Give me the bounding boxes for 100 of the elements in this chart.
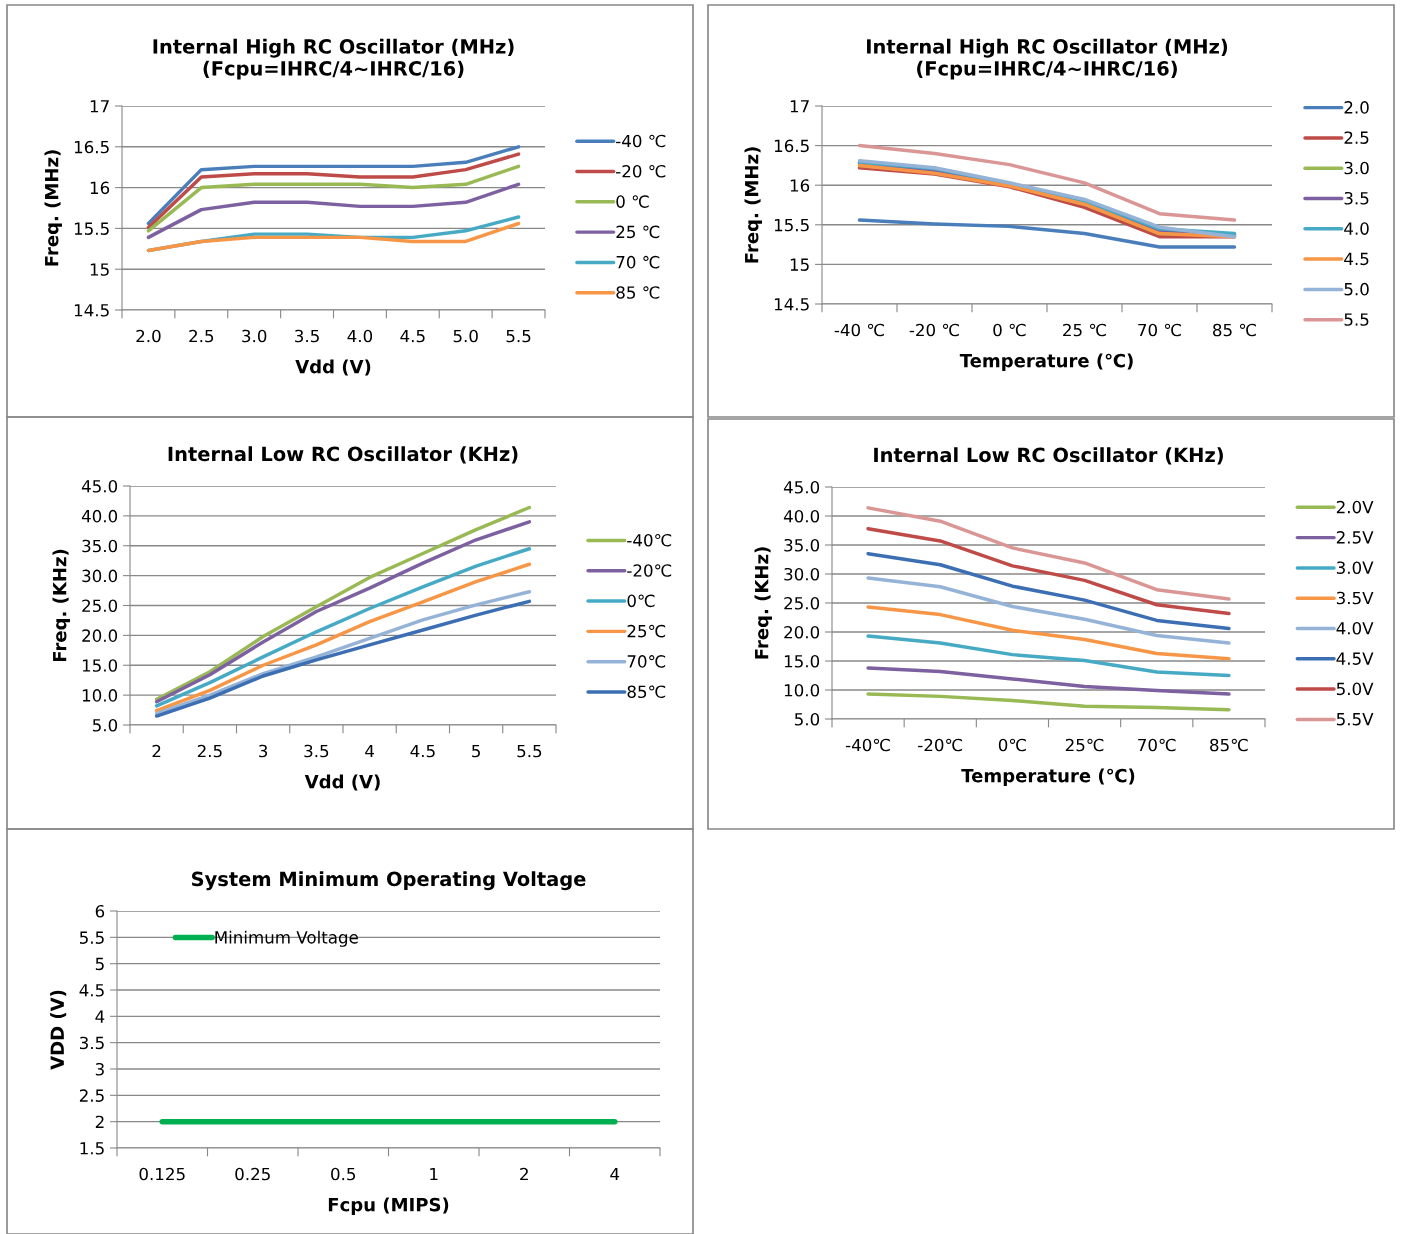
y-axis-title: Freq. (KHz) [754, 547, 772, 659]
x-tick-label: 25℃ [1065, 738, 1104, 752]
x-tick-label: 0.25 [235, 1167, 270, 1181]
x-tick-label: 0 ℃ [993, 323, 1026, 337]
line-series [866, 527, 1231, 616]
legend-label: Minimum Voltage [215, 930, 358, 947]
x-tick-label: -20℃ [918, 738, 963, 752]
y-axis-title: Freq. (KHz) [52, 549, 70, 662]
x-tick-label: -20 ℃ [909, 323, 959, 337]
line-series [866, 506, 1231, 601]
y-tick-label: 25.0 [82, 599, 118, 613]
y-tick-label: 4.5 [79, 984, 104, 997]
x-tick-label: -40℃ [845, 738, 890, 752]
x-tick-label: 1 [430, 1167, 438, 1181]
y-tick-label: 15.5 [74, 222, 109, 235]
line-series [857, 218, 1237, 249]
legend-label: 2.5 [1344, 131, 1369, 144]
legend-label: 5.5 [1344, 313, 1369, 326]
line-series [866, 576, 1231, 645]
x-axis-title: Vdd (V) [295, 359, 371, 376]
legend-label: 3.0 [1344, 161, 1369, 175]
y-tick-label: 16 [90, 181, 110, 195]
line-series [866, 551, 1231, 631]
legend-label: 2.5V [1336, 531, 1374, 544]
y-tick-label: 3 [95, 1062, 104, 1076]
legend-label: 3.5 [1344, 191, 1369, 205]
y-tick-label: 25.0 [784, 596, 820, 610]
x-tick-label: 3.5 [295, 329, 319, 343]
chart-title: Internal High RC Oscillator (MHz) (Fcpu=IHRC/4~IHRC/16) [153, 38, 514, 80]
legend-label: 0℃ [627, 594, 655, 608]
x-tick-label: 5 [472, 744, 480, 758]
legend-label: 5.0 [1344, 282, 1369, 296]
x-tick-label: 2.5 [189, 329, 214, 343]
legend-label: 5.5V [1336, 713, 1374, 726]
x-tick-label: 85℃ [1210, 738, 1248, 752]
legend-label: 25℃ [627, 624, 666, 638]
y-tick-label: 2 [95, 1115, 104, 1128]
line-series [866, 634, 1231, 678]
y-tick-label: 45.0 [783, 480, 820, 494]
y-tick-label: 15 [790, 258, 809, 271]
y-tick-label: 20.0 [784, 625, 820, 639]
legend-label: 25 ℃ [616, 225, 660, 239]
x-tick-label: 70 ℃ [1138, 323, 1181, 337]
y-tick-label: 15.0 [784, 654, 820, 668]
y-tick-label: 17 [790, 100, 809, 113]
y-tick-label: 40.0 [81, 509, 118, 523]
x-tick-label: 3.0 [242, 329, 267, 343]
y-tick-label: 10.0 [82, 689, 118, 702]
legend-label: 2.0V [1336, 500, 1374, 514]
y-tick-label: 17 [90, 100, 109, 113]
y-tick-label: 40.0 [783, 509, 820, 523]
y-axis-title: VDD (V) [50, 990, 67, 1070]
y-tick-label: 15.5 [774, 218, 809, 232]
y-tick-label: 1.5 [80, 1142, 104, 1155]
line-series [866, 605, 1231, 661]
line-series [146, 182, 521, 240]
x-tick-label: 3 [259, 744, 268, 758]
y-tick-label: 16.5 [774, 139, 809, 153]
y-tick-label: 6 [95, 904, 105, 918]
x-tick-label: 0℃ [998, 738, 1026, 752]
x-tick-label: -40 ℃ [834, 323, 884, 337]
x-tick-label: 4 [365, 744, 374, 758]
x-tick-label: 2 [152, 744, 161, 758]
legend-label: -40 ℃ [616, 134, 666, 148]
legend-label: 0 ℃ [616, 195, 649, 208]
y-tick-label: 2.5 [79, 1089, 104, 1102]
legend-label: 70 ℃ [616, 255, 660, 269]
legend-label: 4.5 [1344, 252, 1369, 266]
y-tick-label: 16.5 [74, 140, 109, 154]
chart-title: Internal High RC Oscillator (MHz) (Fcpu=IHRC/4~IHRC/16) [867, 38, 1228, 80]
y-tick-label: 16 [790, 179, 810, 192]
x-tick-label: 85 ℃ [1213, 323, 1256, 337]
legend-label: 4.0 [1344, 222, 1369, 235]
line-series [146, 221, 521, 253]
y-tick-label: 4 [95, 1010, 105, 1023]
x-tick-label: 4 [610, 1167, 620, 1181]
y-tick-label: 20.0 [82, 629, 118, 642]
legend-label: -20℃ [627, 564, 672, 577]
y-tick-label: 5.5 [79, 931, 104, 944]
y-tick-label: 14.5 [774, 298, 809, 311]
x-axis-title: Temperature (℃) [959, 353, 1133, 371]
y-tick-label: 30.0 [82, 569, 118, 583]
x-axis-title: Vdd (V) [304, 774, 380, 791]
chart-title: Internal Low RC Oscillator (KHz) [874, 447, 1223, 465]
chart-title: System Minimum Operating Voltage [192, 871, 586, 891]
legend-label: 70℃ [627, 655, 666, 668]
x-tick-label: 2.0 [136, 329, 161, 343]
x-tick-label: 5.5 [517, 744, 542, 758]
line-series [146, 164, 521, 233]
line-series [857, 143, 1237, 222]
y-tick-label: 15 [90, 263, 109, 276]
legend-label: 85 ℃ [616, 286, 660, 299]
y-tick-label: 30.0 [784, 567, 820, 581]
legend-label: -20 ℃ [616, 164, 666, 178]
line-series [866, 692, 1231, 712]
x-tick-label: 25 ℃ [1063, 323, 1106, 337]
legend-label: -40℃ [627, 533, 672, 547]
x-tick-label: 5.0 [453, 329, 478, 343]
x-axis-title: Fcpu (MIPS) [328, 1197, 449, 1215]
x-tick-label: 4.5 [400, 329, 425, 343]
